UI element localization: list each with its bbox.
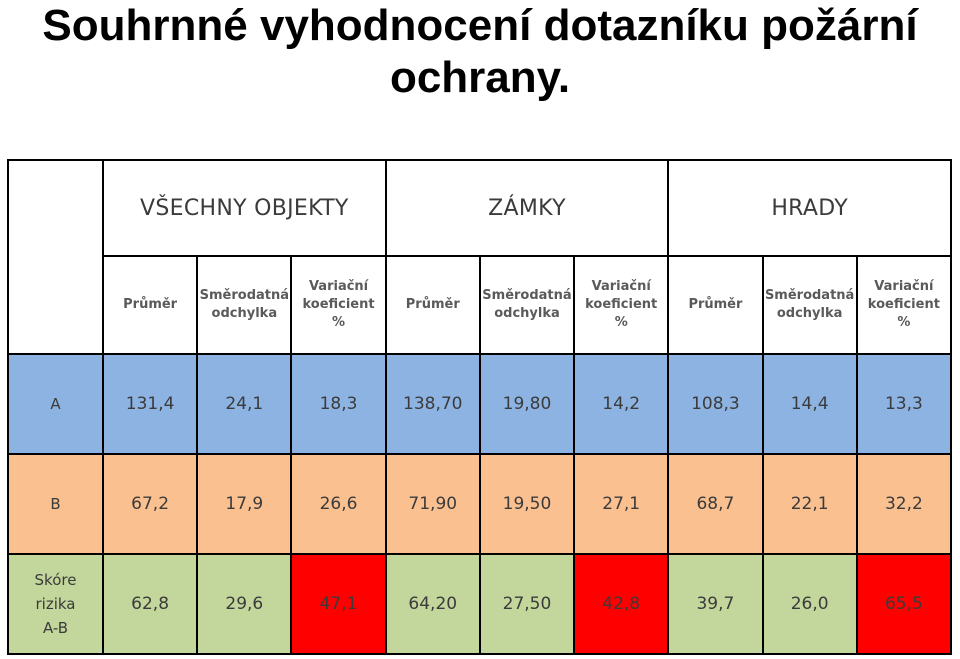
subheader-cv: Variační koeficient%	[290, 255, 387, 355]
cell-castles-cv: 65,5	[855, 553, 953, 655]
cell-castles-mean: 68,7	[667, 453, 764, 555]
cell-all-std: 17,9	[196, 453, 293, 555]
subheader-std: Směrodatná odchylka	[478, 255, 576, 355]
subheader-mean: Průměr	[667, 255, 764, 355]
cell-chateaux-cv: 27,1	[573, 453, 670, 555]
cell-all-mean: 62,8	[101, 553, 199, 655]
cell-castles-std: 14,4	[761, 353, 858, 455]
group-header-all-objects: VŠECHNY OBJEKTY	[102, 159, 387, 257]
cell-castles-std: 22,1	[761, 453, 858, 555]
cell-castles-mean: 39,7	[667, 553, 764, 655]
cell-castles-cv: 13,3	[855, 353, 953, 455]
subheader-mean: Průměr	[101, 255, 199, 355]
cell-all-std: 24,1	[196, 353, 293, 455]
table-row-a: A 131,4 24,1 18,3 138,70 19,80 14,2 108,…	[7, 353, 953, 455]
cell-chateaux-mean: 71,90	[384, 453, 481, 555]
subheader-mean: Průměr	[384, 255, 481, 355]
subheader-cv: Variační koeficient%	[855, 255, 953, 355]
row-label-a: A	[7, 353, 104, 455]
subheader-std: Směrodatná odchylka	[761, 255, 858, 355]
cell-chateaux-cv: 42,8	[573, 553, 670, 655]
cell-chateaux-std: 19,50	[478, 453, 576, 555]
table-row-b: B 67,2 17,9 26,6 71,90 19,50 27,1 68,7 2…	[7, 453, 953, 555]
cell-all-mean: 131,4	[101, 353, 199, 455]
cell-all-cv: 47,1	[290, 553, 387, 655]
table-row-risk-score: Skóre rizika A-B 62,8 29,6 47,1 64,20 27…	[7, 553, 953, 655]
row-label-risk-score: Skóre rizika A-B	[7, 553, 104, 655]
cell-chateaux-mean: 138,70	[384, 353, 481, 455]
cell-all-cv: 18,3	[290, 353, 387, 455]
cell-all-cv: 26,6	[290, 453, 387, 555]
subheader-cv: Variační koeficient%	[573, 255, 670, 355]
row-label-b: B	[7, 453, 104, 555]
cell-chateaux-std: 19,80	[478, 353, 576, 455]
page-title: Souhrnné vyhodnocení dotazníku požární o…	[0, 0, 960, 104]
subheader-row: Průměr Směrodatná odchylka Variační koefic…	[8, 255, 953, 355]
cell-all-mean: 67,2	[101, 453, 199, 555]
group-header-chateaux: ZÁMKY	[384, 159, 670, 257]
cell-castles-mean: 108,3	[667, 353, 764, 455]
title-line-1: Souhrnné vyhodnocení dotazníku požární	[42, 1, 918, 50]
cell-chateaux-cv: 14,2	[573, 353, 670, 455]
corner-cell	[7, 159, 104, 355]
title-line-2: ochrany.	[389, 53, 571, 102]
summary-table: VŠECHNY OBJEKTY ZÁMKY HRADY Průměr Směro…	[7, 159, 953, 655]
group-header-row: VŠECHNY OBJEKTY ZÁMKY HRADY	[7, 159, 952, 355]
cell-all-std: 29,6	[196, 553, 293, 655]
cell-castles-cv: 32,2	[855, 453, 953, 555]
cell-chateaux-mean: 64,20	[384, 553, 481, 655]
cell-chateaux-std: 27,50	[478, 553, 576, 655]
group-header-castles: HRADY	[667, 159, 952, 257]
cell-castles-std: 26,0	[761, 553, 858, 655]
subheader-std: Směrodatná odchylka	[196, 255, 293, 355]
